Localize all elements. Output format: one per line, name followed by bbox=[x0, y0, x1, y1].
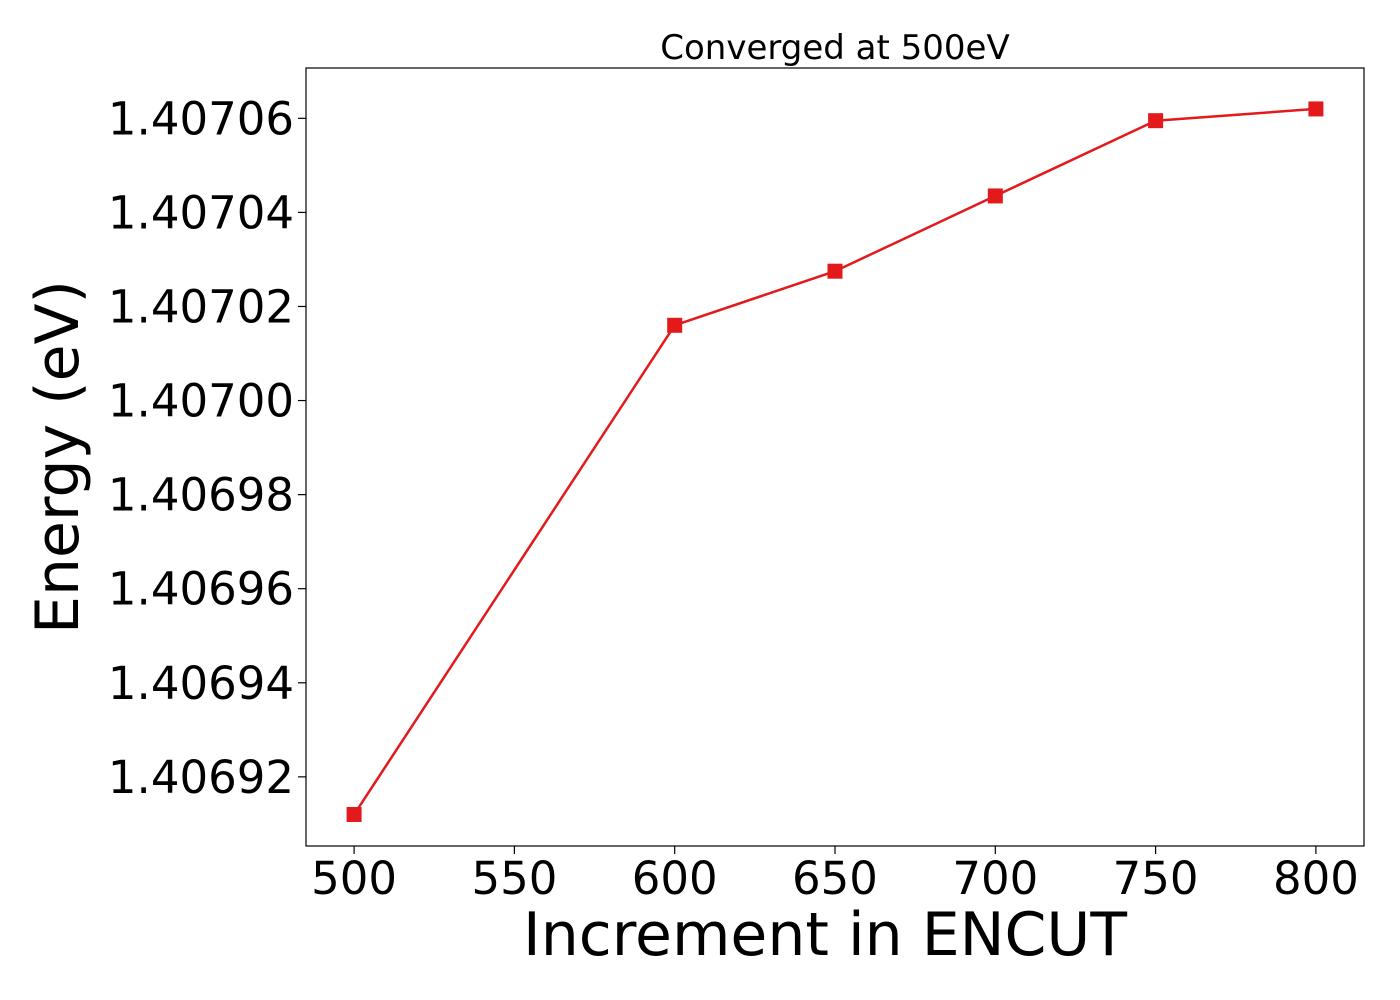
x-axis-ticks: 500 550 600 650 700 750 800 bbox=[311, 846, 1359, 905]
plot-frame bbox=[305, 67, 1365, 847]
chart-title: Converged at 500eV bbox=[660, 28, 1009, 68]
y-tick-label: 1.40704 bbox=[108, 186, 294, 239]
y-tick-label: 1.40702 bbox=[108, 280, 294, 333]
x-tick-label: 550 bbox=[471, 852, 557, 905]
y-tick-label: 1.40692 bbox=[108, 751, 294, 804]
data-point-marker bbox=[1148, 113, 1164, 129]
data-point-marker bbox=[987, 188, 1003, 204]
y-tick-label: 1.40696 bbox=[108, 563, 294, 616]
x-tick-label: 800 bbox=[1273, 852, 1359, 905]
data-point-marker bbox=[346, 806, 362, 822]
series-markers bbox=[346, 101, 1324, 822]
data-point-marker bbox=[1308, 101, 1324, 117]
x-axis-label: Increment in ENCUT bbox=[523, 900, 1127, 970]
y-tick-label: 1.40700 bbox=[108, 375, 294, 428]
data-point-marker bbox=[827, 263, 843, 279]
x-tick-label: 600 bbox=[632, 852, 718, 905]
x-tick-label: 500 bbox=[311, 852, 397, 905]
x-tick-label: 700 bbox=[952, 852, 1038, 905]
x-tick-label: 650 bbox=[792, 852, 878, 905]
y-tick-label: 1.40706 bbox=[108, 92, 294, 145]
y-tick-label: 1.40694 bbox=[108, 657, 294, 710]
y-axis-label: Energy (eV) bbox=[23, 280, 93, 634]
x-tick-label: 750 bbox=[1113, 852, 1199, 905]
y-axis-ticks: 1.40692 1.40694 1.40696 1.40698 1.40700 1.407… bbox=[108, 92, 306, 804]
y-tick-label: 1.40698 bbox=[108, 469, 294, 522]
series-line bbox=[353, 107, 1316, 816]
data-point-marker bbox=[667, 317, 683, 333]
